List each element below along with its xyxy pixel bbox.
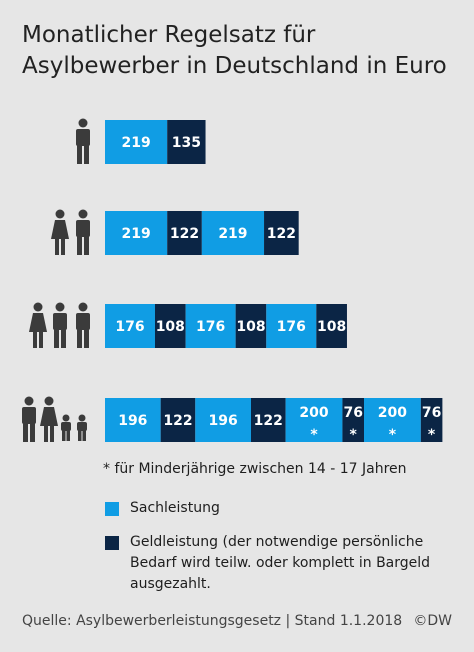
value-label: 219 bbox=[121, 135, 150, 151]
bar-segment bbox=[201, 211, 265, 255]
value-label: 122 bbox=[170, 226, 199, 242]
bar-segment bbox=[195, 398, 251, 442]
bar-segment bbox=[167, 211, 202, 255]
bar-segment bbox=[285, 398, 343, 442]
footnote-mark: * bbox=[428, 427, 436, 443]
man-icon bbox=[22, 396, 36, 442]
icons bbox=[22, 118, 90, 442]
man-icon bbox=[76, 302, 90, 348]
value-label: 200 bbox=[299, 405, 328, 421]
legend-swatch bbox=[105, 536, 119, 550]
legend-label: Geldleistung (der notwendige persönliche… bbox=[130, 534, 431, 592]
value-label: 76 bbox=[422, 405, 441, 421]
bar-segment bbox=[342, 398, 365, 442]
value-label: 122 bbox=[163, 413, 192, 429]
value-label: 200 bbox=[378, 405, 407, 421]
value-label: 176 bbox=[115, 319, 144, 335]
value-label: 108 bbox=[317, 319, 346, 335]
bar-segment bbox=[160, 398, 196, 442]
bar-segment bbox=[185, 304, 236, 348]
credit: ©DW bbox=[413, 613, 452, 629]
woman-icon bbox=[29, 302, 47, 348]
legend-swatch bbox=[105, 502, 119, 516]
value-label: 135 bbox=[172, 135, 201, 151]
man-icon bbox=[76, 209, 90, 255]
bar-segment bbox=[364, 398, 421, 442]
bar-segment bbox=[105, 211, 168, 255]
value-label: 122 bbox=[267, 226, 296, 242]
child-icon bbox=[61, 414, 71, 441]
value-label: 122 bbox=[254, 413, 283, 429]
footnote-mark: * bbox=[350, 427, 358, 443]
value-label: 76 bbox=[343, 405, 362, 421]
title-line: Asylbewerber in Deutschland in Euro bbox=[22, 53, 447, 79]
bar-segment bbox=[105, 398, 161, 442]
value-label: 196 bbox=[209, 413, 238, 429]
value-label: 176 bbox=[277, 319, 306, 335]
woman-icon bbox=[40, 396, 58, 442]
bar-segment bbox=[250, 398, 286, 442]
child-icon bbox=[77, 414, 87, 441]
footnote-mark: * bbox=[389, 427, 397, 443]
bar-segment bbox=[420, 398, 443, 442]
bar-segment bbox=[316, 304, 347, 348]
bar-segment bbox=[266, 304, 317, 348]
legend-label: Sachleistung bbox=[130, 500, 220, 516]
value-label: 108 bbox=[156, 319, 185, 335]
man-icon bbox=[53, 302, 67, 348]
man-icon bbox=[76, 118, 90, 164]
value-label: 108 bbox=[236, 319, 265, 335]
footnote: * für Minderjährige zwischen 14 - 17 Jah… bbox=[103, 461, 407, 477]
source: Quelle: Asylbewerberleistungsgesetz | St… bbox=[22, 613, 403, 629]
value-label: 196 bbox=[118, 413, 147, 429]
footnote-mark: * bbox=[310, 427, 318, 443]
bar-segment bbox=[167, 120, 206, 164]
bar-segment bbox=[264, 211, 299, 255]
bar-segment bbox=[154, 304, 186, 348]
value-label: 219 bbox=[218, 226, 247, 242]
bar-segment bbox=[105, 304, 155, 348]
value-label: 219 bbox=[121, 226, 150, 242]
woman-icon bbox=[51, 209, 69, 255]
bar-segment bbox=[235, 304, 267, 348]
chart-title: Monatlicher Regelsatz für Asylbewerber i… bbox=[22, 20, 447, 82]
title-line: Monatlicher Regelsatz für bbox=[22, 22, 316, 48]
bar-segment bbox=[105, 120, 168, 164]
value-label: 176 bbox=[196, 319, 225, 335]
